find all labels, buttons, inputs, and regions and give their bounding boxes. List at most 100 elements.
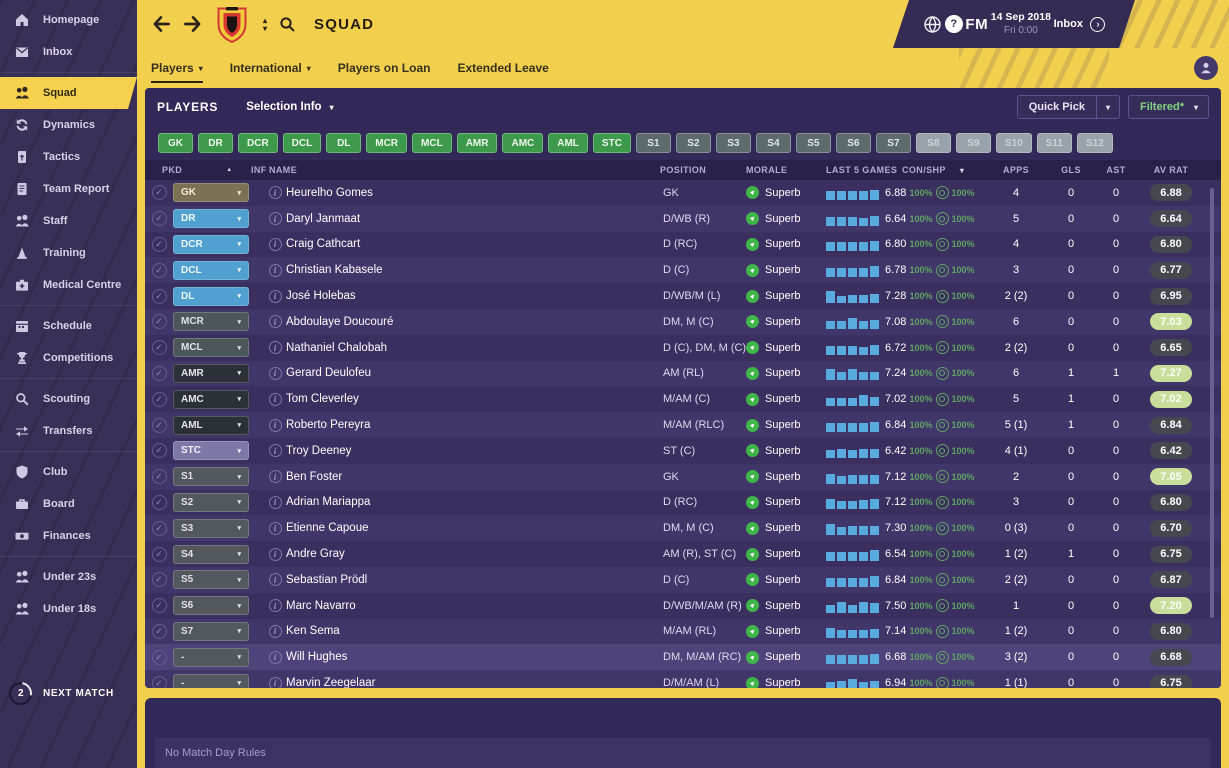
player-name[interactable]: Ben Foster [286,470,343,483]
info-icon[interactable]: i [268,573,282,587]
row-check-icon[interactable]: ✓ [151,469,167,485]
table-row[interactable]: ✓ S5 ▾ i Sebastian Prödl D (C) ▲ Superb 6… [145,566,1221,593]
position-filter-stc[interactable]: STC [592,133,631,153]
player-name[interactable]: Adrian Mariappa [286,496,371,509]
player-name[interactable]: Christian Kabasele [286,264,383,277]
pkd-dropdown[interactable]: S5 ▾ [173,570,249,590]
sidebar-item-homepage[interactable]: Homepage [0,4,137,36]
pkd-dropdown[interactable]: DCR ▾ [173,234,249,254]
header-ast[interactable]: AST [1106,165,1126,175]
position-filter-dl[interactable]: DL [326,133,362,153]
header-pkd[interactable]: PKD ▲ [162,165,233,175]
watford-club-crest[interactable] [217,6,247,43]
player-name[interactable]: Etienne Capoue [286,522,369,535]
header-last5[interactable]: LAST 5 GAMES [826,165,898,175]
pkd-dropdown[interactable]: S4 ▾ [173,544,249,564]
player-name[interactable]: Marvin Zeegelaar [286,677,376,688]
info-icon[interactable]: i [268,289,282,303]
forward-arrow-icon[interactable] [181,13,203,35]
player-name[interactable]: Troy Deeney [286,444,352,457]
row-check-icon[interactable]: ✓ [151,520,167,536]
sidebar-item-dynamics[interactable]: Dynamics [0,109,137,141]
header-apps[interactable]: APPS [1002,165,1030,175]
position-filter-s12[interactable]: S12 [1076,133,1113,153]
pkd-dropdown[interactable]: S1 ▾ [173,467,249,487]
position-filter-amr[interactable]: AMR [456,133,498,153]
table-row[interactable]: ✓ DR ▾ i Daryl Janmaat D/WB (R) ▲ Superb … [145,205,1221,232]
row-check-icon[interactable]: ✓ [151,211,167,227]
header-gls[interactable]: GLS [1061,165,1081,175]
table-row[interactable]: ✓ S6 ▾ i Marc Navarro D/WB/M/AM (R) ▲ Sup… [145,592,1221,619]
position-filter-mcl[interactable]: MCL [412,133,452,153]
position-filter-mcr[interactable]: MCR [366,133,408,153]
info-icon[interactable]: i [268,599,282,613]
table-row[interactable]: ✓ MCR ▾ i Abdoulaye Doucouré DM, M (C) ▲ … [145,308,1221,335]
sidebar-item-under-23s[interactable]: Under 23s [0,561,137,593]
player-name[interactable]: Andre Gray [286,548,345,561]
pkd-dropdown[interactable]: MCR ▾ [173,312,249,332]
vertical-scrollbar[interactable] [1210,188,1214,618]
info-icon[interactable]: i [268,650,282,664]
world-icon[interactable] [923,15,942,34]
pkd-dropdown[interactable]: DL ▾ [173,286,249,306]
position-filter-s10[interactable]: S10 [995,133,1032,153]
table-row[interactable]: ✓ S2 ▾ i Adrian Mariappa D (RC) ▲ Superb … [145,489,1221,516]
pkd-dropdown[interactable]: - ▾ [173,673,249,688]
pkd-dropdown[interactable]: S2 ▾ [173,492,249,512]
position-filter-s9[interactable]: S9 [955,133,991,153]
info-icon[interactable]: i [268,186,282,200]
quick-pick-button[interactable]: Quick Pick ▾ [1016,95,1120,119]
player-name[interactable]: Nathaniel Chalobah [286,341,388,354]
position-filter-dr[interactable]: DR [198,133,233,153]
pkd-dropdown[interactable]: - ▾ [173,647,249,667]
row-check-icon[interactable]: ✓ [151,365,167,381]
table-row[interactable]: ✓ AMC ▾ i Tom Cleverley M/AM (C) ▲ Superb… [145,386,1221,413]
player-name[interactable]: Gerard Deulofeu [286,367,372,380]
sidebar-item-tactics[interactable]: Tactics [0,141,137,173]
player-name[interactable]: Will Hughes [286,651,348,664]
pkd-dropdown[interactable]: AMC ▾ [173,389,249,409]
info-icon[interactable]: i [268,495,282,509]
player-name[interactable]: Heurelho Gomes [286,186,373,199]
table-row[interactable]: ✓ MCL ▾ i Nathaniel Chalobah D (C), DM, M… [145,334,1221,361]
sidebar-item-staff[interactable]: Staff [0,205,137,237]
row-check-icon[interactable]: ✓ [151,262,167,278]
header-name[interactable]: NAME [269,165,298,175]
pkd-dropdown[interactable]: S7 ▾ [173,621,249,641]
row-check-icon[interactable]: ✓ [151,546,167,562]
tab-players-on-loan[interactable]: Players on Loan [338,48,431,88]
header-morale[interactable]: MORALE [746,165,788,175]
row-check-icon[interactable]: ✓ [151,391,167,407]
player-name[interactable]: Ken Sema [286,625,340,638]
pkd-dropdown[interactable]: S6 ▾ [173,596,249,616]
table-row[interactable]: ✓ - ▾ i Marvin Zeegelaar D/M/AM (L) ▲ Sup… [145,670,1221,688]
info-icon[interactable]: i [268,676,282,688]
position-filter-s1[interactable]: S1 [635,133,671,153]
row-check-icon[interactable]: ✓ [151,443,167,459]
table-row[interactable]: ✓ S7 ▾ i Ken Sema M/AM (RL) ▲ Superb 7.14… [145,618,1221,645]
position-filter-dcr[interactable]: DCR [238,133,278,153]
chevron-down-icon[interactable]: ▾ [1105,102,1110,112]
pkd-dropdown[interactable]: DR ▾ [173,209,249,229]
sidebar-item-board[interactable]: Board [0,488,137,520]
info-icon[interactable]: i [268,624,282,638]
info-icon[interactable]: i [268,418,282,432]
tab-players[interactable]: Players ▾ [151,48,203,88]
position-filter-s8[interactable]: S8 [915,133,951,153]
table-row[interactable]: ✓ S3 ▾ i Etienne Capoue DM, M (C) ▲ Super… [145,515,1221,542]
table-row[interactable]: ✓ STC ▾ i Troy Deeney ST (C) ▲ Superb 6.4… [145,437,1221,464]
sidebar-item-transfers[interactable]: Transfers [0,415,137,447]
position-filter-s6[interactable]: S6 [835,133,871,153]
header-avrat[interactable]: AV RAT [1153,165,1189,175]
row-check-icon[interactable]: ✓ [151,314,167,330]
pkd-dropdown[interactable]: S3 ▾ [173,518,249,538]
sidebar-item-team-report[interactable]: Team Report [0,173,137,205]
table-row[interactable]: ✓ S1 ▾ i Ben Foster GK ▲ Superb 7.12 100%… [145,463,1221,490]
filter-button[interactable]: Filtered* ▾ [1127,95,1209,119]
sidebar-item-competitions[interactable]: Competitions [0,342,137,374]
row-check-icon[interactable]: ✓ [151,236,167,252]
position-filter-s11[interactable]: S11 [1036,133,1072,153]
player-name[interactable]: José Holebas [286,290,356,303]
info-icon[interactable]: i [268,341,282,355]
info-icon[interactable]: i [268,366,282,380]
